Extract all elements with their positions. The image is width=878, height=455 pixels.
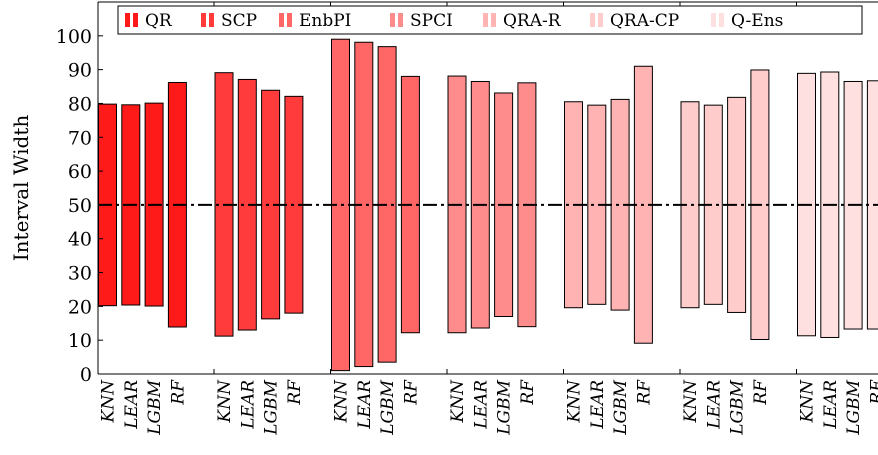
y-tick-label: 0 [80, 364, 92, 386]
legend-swatch [201, 13, 206, 27]
legend-swatch [483, 13, 488, 27]
legend-entry-enbpi: EnbPI [279, 11, 351, 31]
legend-label: QRA-R [503, 11, 562, 31]
category-label: KNN [681, 379, 701, 424]
y-tick-label: 10 [68, 330, 92, 352]
legend-swatch [398, 13, 403, 27]
category-label: KNN [99, 379, 119, 424]
y-tick-label: 100 [56, 26, 92, 48]
y-tick-label: 50 [68, 195, 92, 217]
legend-swatch [209, 13, 214, 27]
legend-label: EnbPI [299, 11, 351, 31]
y-tick-label: 80 [68, 93, 92, 115]
y-tick-label: 40 [68, 229, 92, 251]
category-label: LGBM [495, 379, 515, 435]
legend-entry-qra-cp: QRA-CP [590, 11, 679, 31]
category-label: LGBM [145, 379, 165, 435]
category-label: LGBM [844, 379, 864, 435]
legend-swatch [133, 13, 138, 27]
y-tick-label: 70 [68, 127, 92, 149]
category-label: LEAR [471, 380, 491, 430]
category-label: LEAR [355, 380, 375, 430]
legend-swatch [125, 13, 130, 27]
y-tick-label: 20 [68, 296, 92, 318]
legend-label: QRA-CP [610, 11, 679, 31]
category-label: LEAR [122, 380, 142, 430]
category-label: RF [751, 379, 771, 406]
category-label: KNN [798, 379, 818, 424]
axes-layer: KNN LEAR LGBM RF KNN LEAR LGBM RF KNN LEAR LGBM RF K… [56, 1, 878, 436]
legend-entry-spci: SPCI [390, 11, 453, 31]
legend-swatch [491, 13, 496, 27]
category-label: LGBM [378, 379, 398, 435]
category-label: RF [285, 379, 305, 406]
legend-label: SPCI [410, 11, 453, 31]
y-axis-title: Interval Width [9, 115, 33, 262]
category-label: RF [518, 379, 538, 406]
legend-swatch [287, 13, 292, 27]
legend-swatch [590, 13, 595, 27]
legend-label: Q-Ens [731, 11, 783, 31]
category-label: RF [168, 379, 188, 406]
legend-entry-q-ens: Q-Ens [711, 11, 783, 31]
category-label: RF [401, 379, 421, 406]
category-label: LGBM [262, 379, 282, 435]
y-tick-label: 90 [68, 60, 92, 82]
legend-box [117, 5, 863, 35]
category-label: KNN [215, 379, 235, 424]
category-label: KNN [332, 379, 352, 424]
legend-swatch [711, 13, 716, 27]
category-label: KNN [448, 379, 468, 424]
category-label: LEAR [238, 380, 258, 430]
legend-swatch [598, 13, 603, 27]
category-label: RF [634, 379, 654, 406]
category-label: LEAR [821, 380, 841, 430]
legend-entry-scp: SCP [201, 11, 257, 31]
legend: QR SCP EnbPI SPCI QRA-R QRA-CP Q-Ens [117, 5, 863, 35]
category-label: RF [867, 379, 878, 406]
legend-swatch [719, 13, 724, 27]
legend-swatch [390, 13, 395, 27]
category-label: LEAR [704, 380, 724, 430]
legend-label: SCP [221, 11, 257, 31]
category-label: KNN [565, 379, 585, 424]
legend-label: QR [145, 11, 173, 31]
category-label: LGBM [728, 379, 748, 435]
legend-swatch [279, 13, 284, 27]
y-tick-label: 60 [68, 161, 92, 183]
legend-entry-qra-r: QRA-R [483, 11, 562, 31]
category-label: LGBM [611, 379, 631, 435]
y-tick-label: 30 [68, 263, 92, 285]
legend-entry-qr: QR [125, 11, 173, 31]
category-label: LEAR [588, 380, 608, 430]
